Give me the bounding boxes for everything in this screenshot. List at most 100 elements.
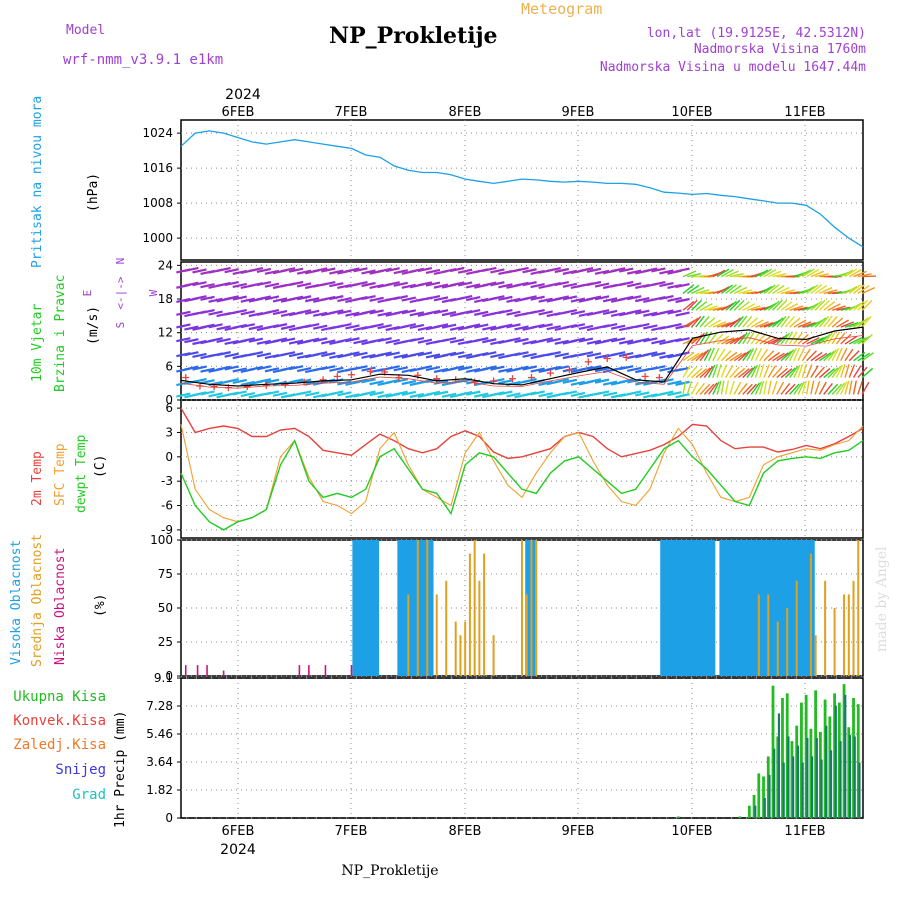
wind-arrow — [321, 365, 336, 371]
high-cloud-bar — [778, 540, 782, 676]
wind-arrow — [385, 365, 400, 371]
wind-arrow — [304, 337, 320, 343]
wind-arrow — [200, 295, 215, 301]
wind-arrow — [240, 391, 256, 398]
y-tick-label: 12 — [158, 326, 173, 340]
wind-arrow — [643, 351, 658, 357]
y-tick-label: 1000 — [142, 231, 173, 245]
wind-arrow — [763, 350, 775, 362]
wind-arrow — [264, 378, 280, 384]
wind-arrow — [810, 300, 823, 311]
wind-arrow — [280, 267, 296, 273]
wind-arrow — [377, 324, 392, 330]
wind-arrow — [635, 297, 650, 303]
wind-arrow — [618, 267, 634, 273]
wind-arrow — [857, 366, 868, 379]
high-cloud-bar — [676, 540, 680, 676]
wind-arrow — [313, 311, 328, 317]
wind-arrow — [848, 350, 860, 362]
high-cloud-bar — [373, 540, 377, 676]
wind-arrow — [353, 339, 368, 345]
wind-arrow — [449, 281, 465, 287]
wind-arrow — [772, 273, 787, 278]
wind-arrow — [618, 365, 634, 371]
high-cloud-bar — [799, 540, 803, 676]
wind-arrow — [216, 266, 231, 273]
wind-arrow — [594, 269, 610, 275]
wind-arrow — [667, 309, 682, 315]
high-cloud-bar — [364, 540, 368, 676]
wind-arrow — [755, 269, 769, 278]
wind-arrow — [861, 299, 873, 311]
wind-arrow — [725, 351, 738, 362]
wind-arrow — [562, 390, 578, 396]
wind-arrow — [759, 268, 773, 278]
wind-arrow — [708, 382, 718, 395]
wind-arrow — [844, 335, 858, 345]
wind-arrow — [742, 315, 753, 328]
wind-arrow — [763, 380, 768, 395]
wind-arrow — [490, 295, 505, 301]
total-precip-bar — [800, 702, 803, 818]
total-precip-bar — [785, 693, 789, 818]
wind-arrow — [712, 364, 719, 378]
total-precip-bar — [818, 731, 822, 818]
wind-arrow — [814, 352, 828, 362]
wind-arrow — [321, 351, 336, 358]
wind-arrow — [425, 390, 441, 396]
y-tick-label: 7.28 — [146, 699, 173, 713]
wind-arrow — [538, 392, 553, 398]
wind-arrow — [733, 381, 742, 395]
low-cloud-bar — [308, 665, 310, 676]
high-cloud-bar — [788, 540, 792, 676]
bottom-day-label: 6FEB — [222, 824, 255, 839]
wind-arrow — [482, 365, 497, 371]
wind-arrow — [465, 283, 481, 289]
snow-precip-bar — [811, 756, 814, 818]
wind-arrow — [667, 296, 682, 302]
wind-arrow — [840, 364, 846, 378]
wind-arrow — [554, 352, 570, 358]
y-tick-label: 50 — [158, 601, 173, 615]
high-cloud-bar — [738, 540, 742, 676]
wind-arrow — [554, 295, 570, 301]
wind-arrow — [264, 282, 280, 288]
snow-precip-bar — [796, 745, 799, 818]
mid-cloud-bar — [809, 553, 812, 676]
high-cloud-bar — [532, 540, 536, 676]
wind-arrow — [433, 323, 449, 329]
high-cloud-bar — [399, 540, 403, 676]
wind-arrow — [345, 311, 360, 317]
temp-side-label-3: dewpt Temp — [74, 435, 89, 513]
wind-arrow — [776, 367, 788, 379]
high-cloud-bar — [764, 540, 768, 676]
total-precip-bar — [804, 694, 808, 818]
snow-precip-bar — [825, 725, 828, 818]
wind-arrow — [772, 366, 783, 379]
wind-arrow — [457, 353, 473, 359]
wind-arrow — [725, 270, 739, 278]
wind-arrow — [296, 390, 312, 396]
wind-arrow — [682, 351, 695, 362]
high-cloud-bar — [745, 540, 749, 676]
wind-arrow — [409, 323, 425, 330]
y-tick-label: 0 — [165, 811, 173, 825]
wind-arrow — [256, 295, 272, 301]
wind-arrow — [272, 337, 288, 343]
wind-arrow — [417, 267, 433, 273]
high-cloud-bar — [404, 540, 408, 676]
wind-arrow — [192, 281, 207, 287]
wind-arrow — [788, 331, 798, 345]
wind-arrow — [861, 333, 873, 345]
wind-arrow — [586, 378, 602, 384]
wind-arrow — [329, 366, 344, 372]
wind-arrow — [772, 284, 785, 294]
wind-arrow — [465, 309, 481, 315]
wind-arrow — [742, 383, 753, 395]
wind-arrow — [208, 392, 223, 398]
wind-arrow — [802, 285, 815, 295]
y-tick-label: 25 — [158, 635, 173, 649]
wind-arrow — [554, 365, 570, 371]
y-tick-label: 6 — [165, 401, 173, 415]
